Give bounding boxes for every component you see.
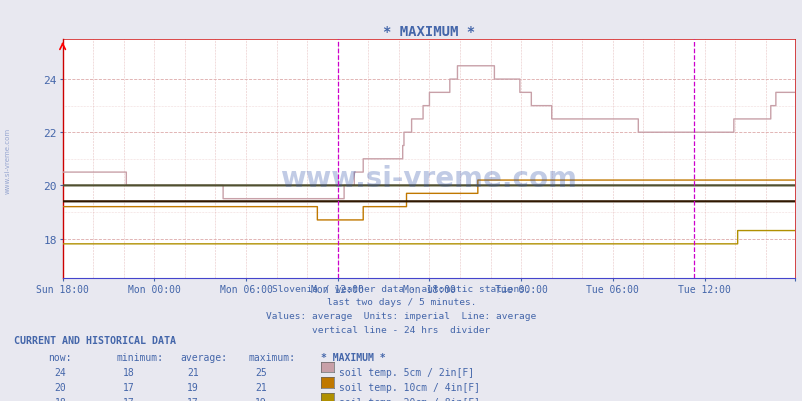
Text: vertical line - 24 hrs  divider: vertical line - 24 hrs divider [312,325,490,334]
Text: 18: 18 [55,397,67,401]
Text: soil temp. 20cm / 8in[F]: soil temp. 20cm / 8in[F] [338,397,480,401]
Title: * MAXIMUM *: * MAXIMUM * [383,25,474,39]
Text: www.si-vreme.com: www.si-vreme.com [280,164,577,192]
Text: 19: 19 [187,382,199,392]
Text: minimum:: minimum: [116,352,164,362]
Text: 20: 20 [55,382,67,392]
Text: 24: 24 [55,367,67,377]
Text: now:: now: [48,352,71,362]
Text: 21: 21 [187,367,199,377]
Text: average:: average: [180,352,228,362]
Text: www.si-vreme.com: www.si-vreme.com [5,128,11,193]
Text: CURRENT AND HISTORICAL DATA: CURRENT AND HISTORICAL DATA [14,335,176,345]
Text: Slovenia / weather data - automatic stations.: Slovenia / weather data - automatic stat… [272,284,530,293]
Text: 25: 25 [255,367,267,377]
Text: * MAXIMUM *: * MAXIMUM * [321,352,385,362]
Text: maximum:: maximum: [249,352,296,362]
Text: 19: 19 [255,397,267,401]
Text: soil temp. 5cm / 2in[F]: soil temp. 5cm / 2in[F] [338,367,473,377]
Text: 17: 17 [123,382,135,392]
Text: last two days / 5 minutes.: last two days / 5 minutes. [326,298,476,306]
Text: 21: 21 [255,382,267,392]
Text: 18: 18 [123,367,135,377]
Text: 17: 17 [187,397,199,401]
Text: soil temp. 10cm / 4in[F]: soil temp. 10cm / 4in[F] [338,382,480,392]
Text: Values: average  Units: imperial  Line: average: Values: average Units: imperial Line: av… [266,311,536,320]
Text: 17: 17 [123,397,135,401]
